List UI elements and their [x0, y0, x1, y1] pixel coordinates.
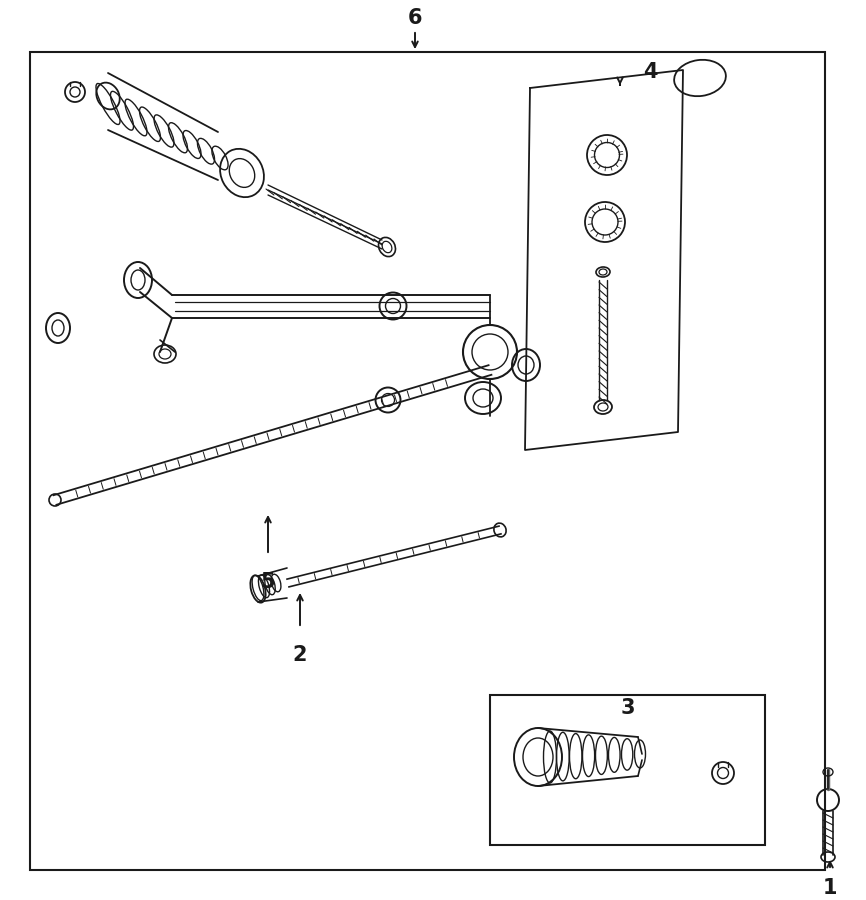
Text: 6: 6: [408, 8, 423, 28]
Text: 2: 2: [293, 645, 307, 665]
Bar: [490, 695, 765, 845]
Text: 4: 4: [643, 62, 657, 82]
Text: 5: 5: [261, 572, 275, 592]
Text: 1: 1: [823, 878, 837, 898]
Text: 3: 3: [621, 698, 636, 718]
